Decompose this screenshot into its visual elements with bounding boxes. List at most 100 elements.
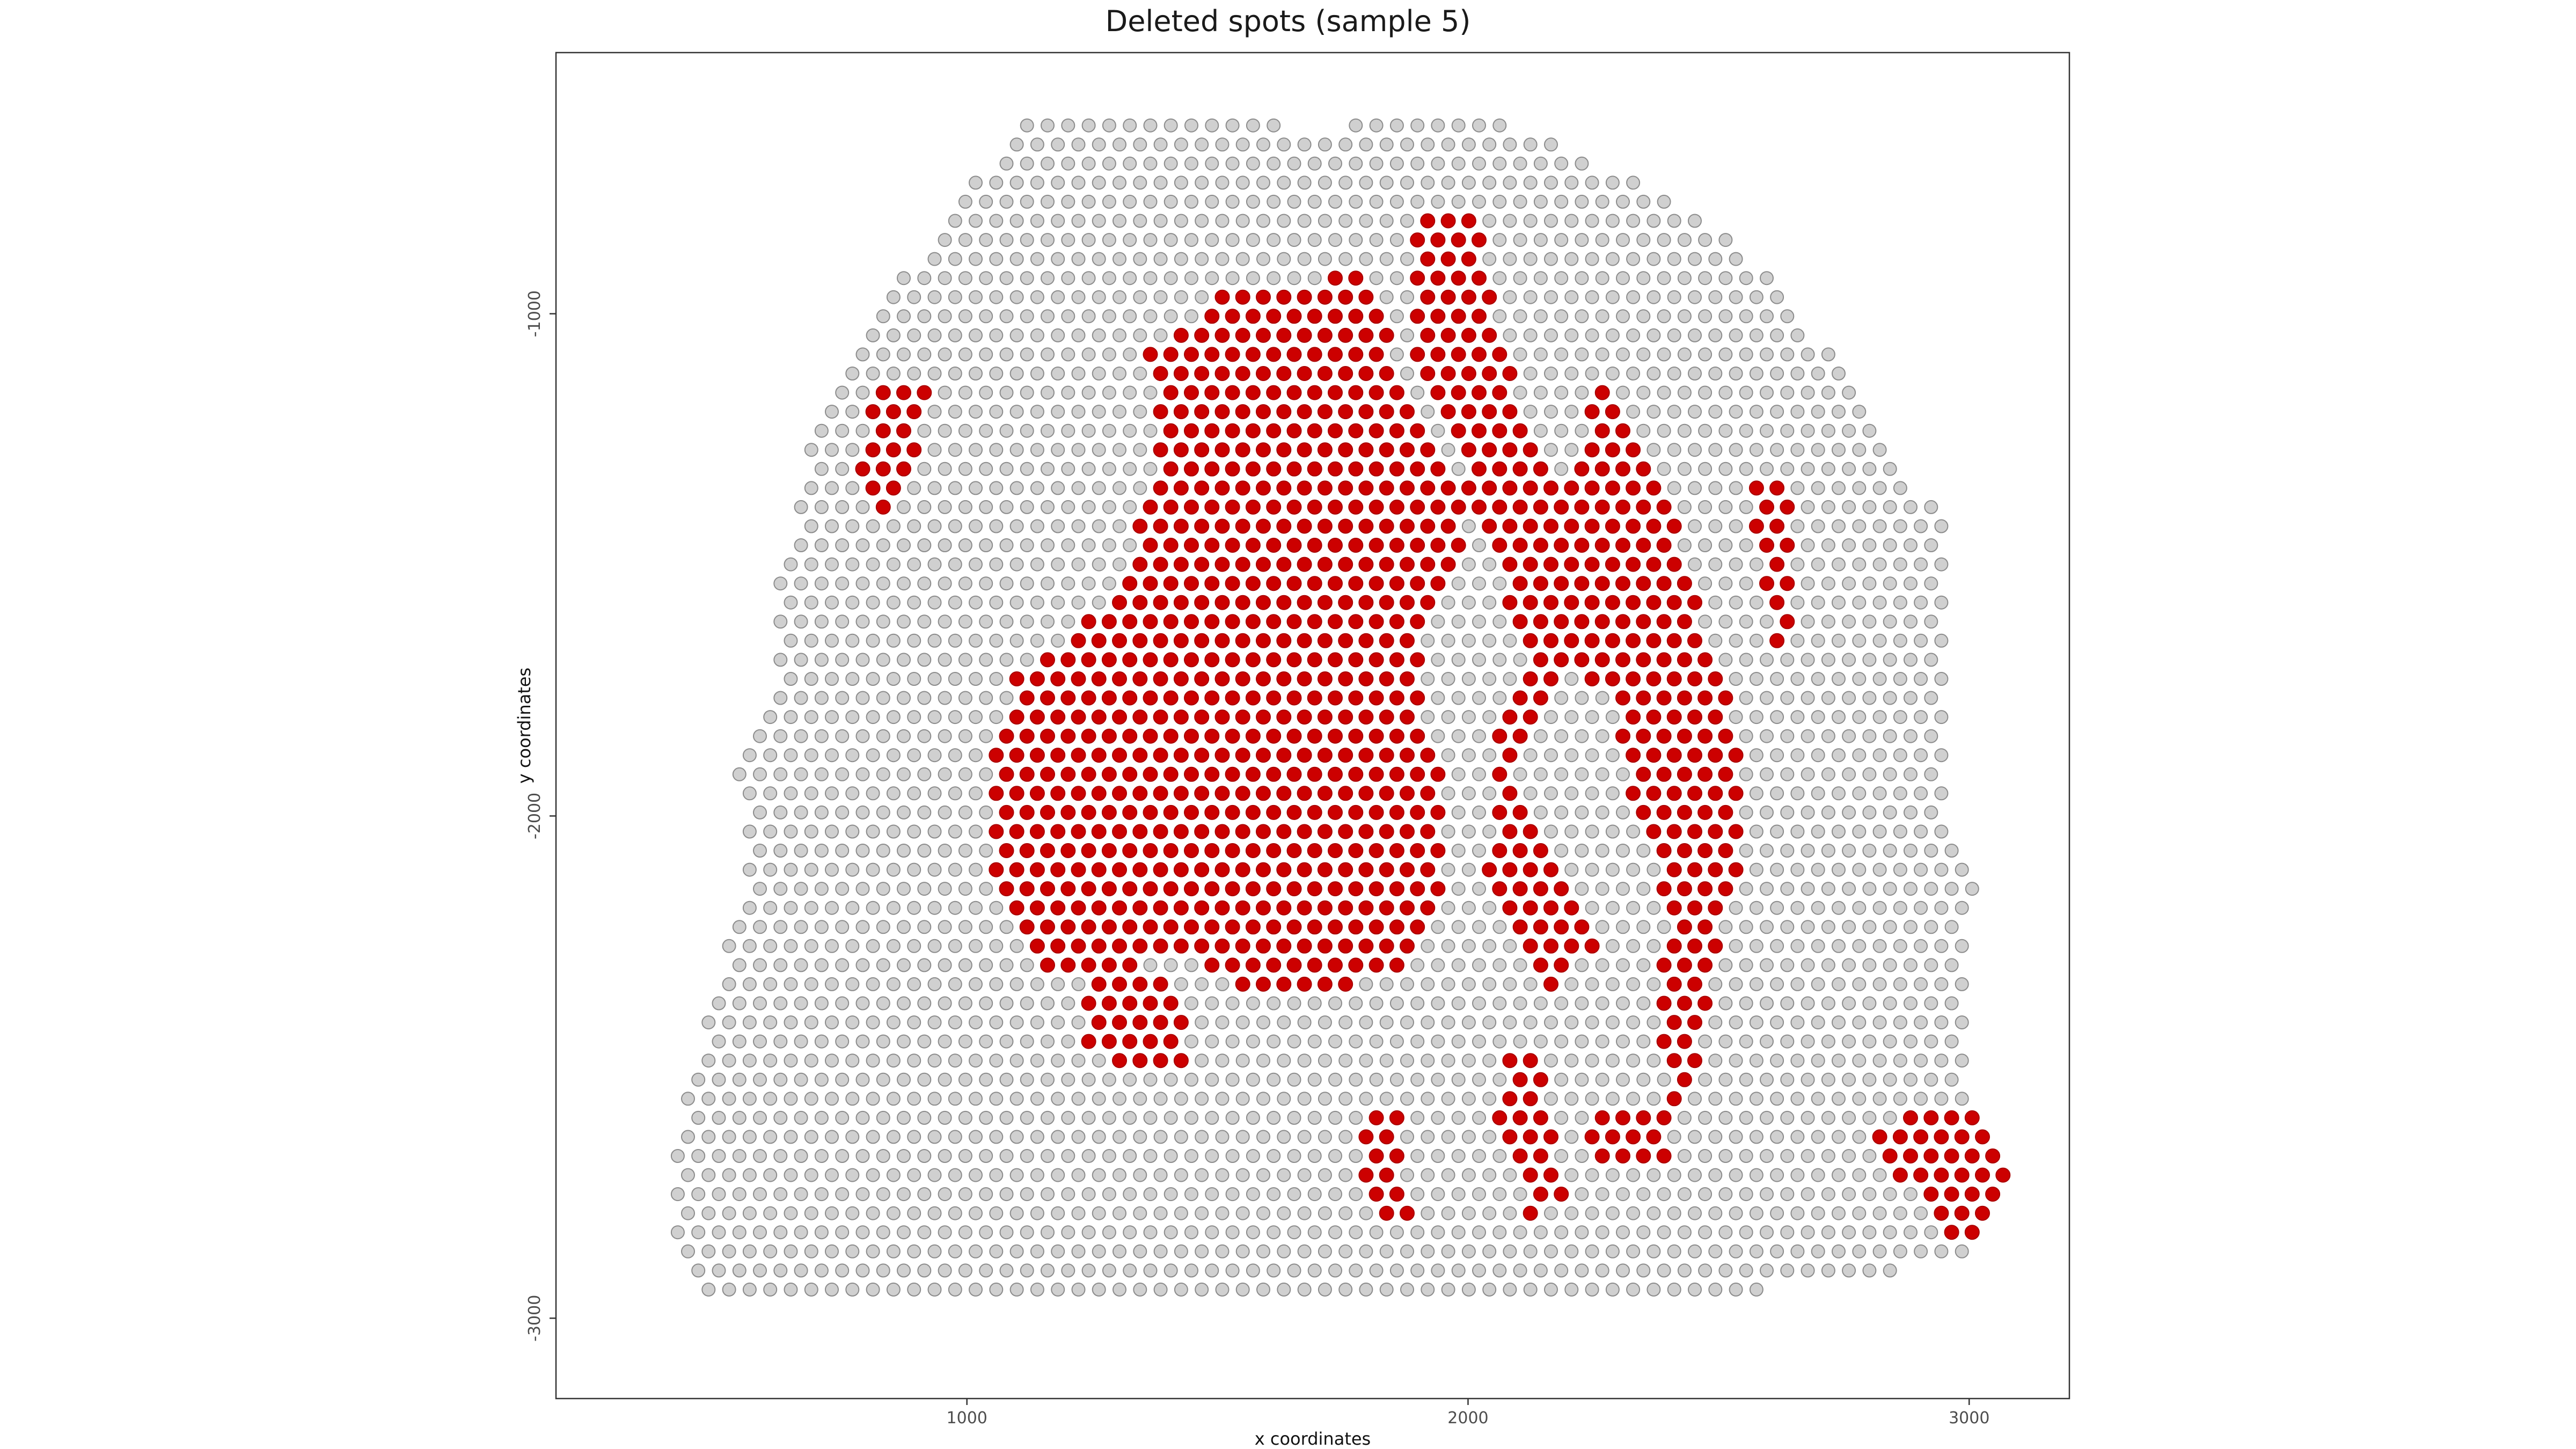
deleted-spot bbox=[1276, 900, 1292, 916]
deleted-spot bbox=[1389, 1187, 1404, 1202]
kept-spot bbox=[1503, 290, 1517, 304]
kept-spot bbox=[897, 309, 911, 324]
deleted-spot bbox=[1266, 843, 1282, 858]
deleted-spot bbox=[1502, 900, 1518, 916]
kept-spot bbox=[814, 958, 829, 972]
kept-spot bbox=[1852, 1130, 1867, 1144]
kept-spot bbox=[958, 347, 972, 362]
kept-spot bbox=[927, 328, 942, 342]
deleted-spot bbox=[1276, 595, 1292, 610]
deleted-spot bbox=[1430, 499, 1446, 515]
deleted-spot bbox=[1276, 786, 1292, 801]
kept-spot bbox=[742, 901, 757, 915]
kept-spot bbox=[1832, 481, 1846, 495]
kept-spot bbox=[1195, 175, 1209, 190]
kept-spot bbox=[1359, 1053, 1373, 1068]
deleted-spot bbox=[1266, 347, 1282, 362]
deleted-spot bbox=[1266, 461, 1282, 477]
deleted-spot bbox=[1214, 709, 1230, 725]
kept-spot bbox=[722, 1092, 736, 1106]
kept-spot bbox=[1092, 1053, 1106, 1068]
kept-spot bbox=[1267, 1034, 1281, 1049]
kept-spot bbox=[1585, 1053, 1599, 1068]
kept-spot bbox=[1811, 939, 1825, 953]
deleted-spot bbox=[1204, 347, 1220, 362]
kept-spot bbox=[835, 1149, 850, 1163]
kept-spot bbox=[773, 920, 788, 934]
kept-spot bbox=[1626, 862, 1641, 877]
deleted-spot bbox=[1214, 938, 1230, 954]
kept-spot bbox=[1318, 137, 1332, 152]
deleted-spot bbox=[1060, 728, 1076, 744]
kept-spot bbox=[763, 862, 778, 877]
kept-spot bbox=[1472, 1034, 1486, 1049]
kept-spot bbox=[866, 901, 880, 915]
kept-spot bbox=[1914, 633, 1928, 648]
kept-spot bbox=[1153, 214, 1168, 228]
kept-spot bbox=[876, 920, 890, 934]
kept-spot bbox=[958, 233, 972, 247]
kept-spot bbox=[1595, 882, 1609, 896]
kept-spot bbox=[938, 805, 952, 819]
kept-spot bbox=[1688, 519, 1702, 533]
kept-spot bbox=[1389, 194, 1404, 209]
deleted-spot bbox=[1143, 1034, 1158, 1049]
deleted-spot bbox=[1697, 728, 1713, 744]
kept-spot bbox=[1801, 805, 1815, 819]
kept-spot bbox=[1904, 500, 1918, 514]
deleted-spot bbox=[1584, 671, 1600, 686]
kept-spot bbox=[732, 767, 747, 781]
kept-spot bbox=[1113, 519, 1126, 533]
kept-spot bbox=[1616, 958, 1630, 972]
kept-spot bbox=[1461, 595, 1476, 610]
kept-spot bbox=[1513, 271, 1527, 286]
kept-spot bbox=[1441, 977, 1455, 991]
kept-spot bbox=[1153, 175, 1168, 190]
kept-spot bbox=[1318, 1244, 1332, 1258]
deleted-spot bbox=[1256, 786, 1271, 801]
kept-spot bbox=[1801, 1110, 1815, 1125]
kept-spot bbox=[1677, 1263, 1692, 1278]
kept-spot bbox=[681, 1244, 695, 1258]
kept-spot bbox=[1533, 385, 1548, 400]
kept-spot bbox=[1544, 710, 1558, 724]
kept-spot bbox=[1544, 824, 1558, 839]
kept-spot bbox=[1739, 271, 1753, 286]
deleted-spot bbox=[1040, 919, 1055, 935]
kept-spot bbox=[1893, 824, 1907, 839]
deleted-spot bbox=[1348, 538, 1364, 553]
kept-spot bbox=[1225, 156, 1240, 171]
kept-spot bbox=[907, 1282, 921, 1297]
kept-spot bbox=[1123, 1149, 1137, 1163]
deleted-spot bbox=[1975, 1129, 1990, 1145]
kept-spot bbox=[1801, 1034, 1815, 1049]
kept-spot bbox=[1801, 347, 1815, 362]
kept-spot bbox=[1431, 920, 1445, 934]
kept-spot bbox=[979, 729, 993, 743]
deleted-spot bbox=[1204, 957, 1220, 973]
deleted-spot bbox=[1584, 1129, 1600, 1145]
deleted-spot bbox=[917, 385, 932, 400]
kept-spot bbox=[1811, 786, 1825, 801]
kept-spot bbox=[1811, 862, 1825, 877]
kept-spot bbox=[773, 1072, 788, 1087]
kept-spot bbox=[1585, 748, 1599, 763]
kept-spot bbox=[1503, 939, 1517, 953]
deleted-spot bbox=[1605, 1129, 1620, 1145]
kept-spot bbox=[1020, 347, 1034, 362]
x-tick-label: 3000 bbox=[1949, 1409, 1989, 1428]
kept-spot bbox=[979, 233, 993, 247]
kept-spot bbox=[1862, 538, 1877, 552]
kept-spot bbox=[1421, 977, 1435, 991]
kept-spot bbox=[969, 1015, 983, 1030]
kept-spot bbox=[784, 1130, 798, 1144]
kept-spot bbox=[1030, 1244, 1044, 1258]
kept-spot bbox=[1441, 939, 1455, 953]
kept-spot bbox=[1328, 1034, 1342, 1049]
kept-spot bbox=[1852, 786, 1867, 801]
kept-spot bbox=[1708, 557, 1723, 572]
deleted-spot bbox=[1594, 385, 1610, 400]
kept-spot bbox=[804, 443, 818, 457]
deleted-spot bbox=[1112, 748, 1127, 763]
deleted-spot bbox=[1430, 347, 1446, 362]
